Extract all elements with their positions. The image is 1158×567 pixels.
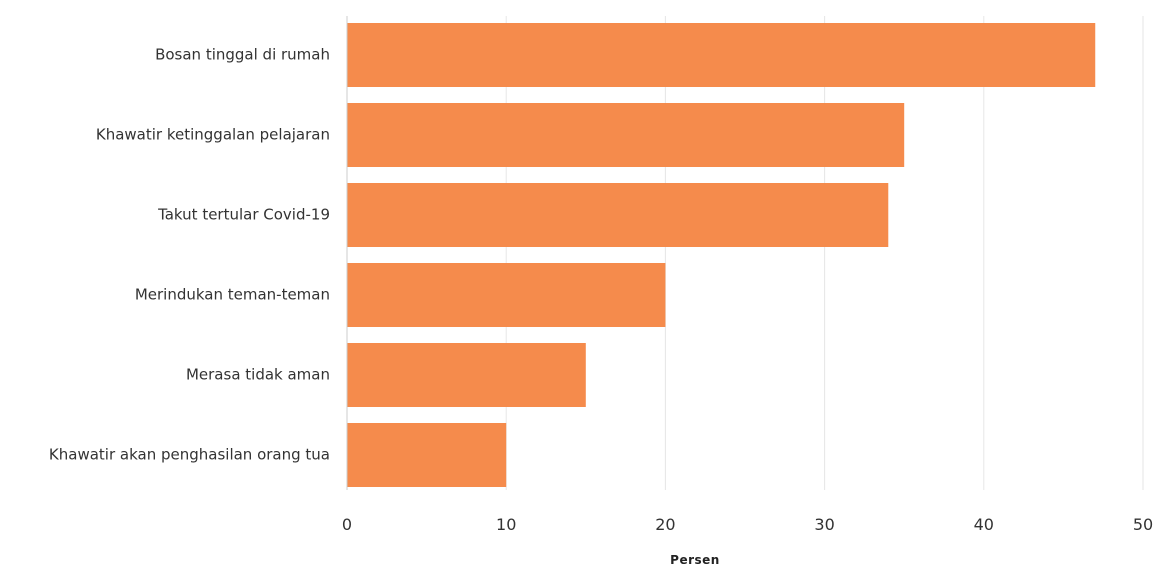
bar [347, 423, 507, 487]
category-label: Takut tertular Covid-19 [157, 206, 330, 224]
grid-lines [505, 16, 1144, 490]
bar [347, 343, 586, 407]
category-labels: Bosan tinggal di rumah Khawatir ketinggal… [49, 46, 330, 464]
category-label: Merasa tidak aman [186, 366, 330, 384]
category-label: Merindukan teman-teman [135, 286, 330, 304]
bars [347, 23, 1096, 487]
x-axis-title: Persen [670, 553, 720, 567]
x-tick-label: 40 [974, 515, 994, 534]
bar [347, 23, 1096, 87]
bar [347, 183, 889, 247]
bar [347, 263, 666, 327]
x-tick-labels: 0 10 20 30 40 50 [342, 515, 1153, 534]
category-label: Khawatir akan penghasilan orang tua [49, 446, 330, 464]
x-tick-label: 50 [1133, 515, 1153, 534]
x-tick-label: 20 [655, 515, 675, 534]
x-tick-label: 30 [814, 515, 834, 534]
x-tick-label: 10 [496, 515, 516, 534]
bar [347, 103, 905, 167]
category-label: Khawatir ketinggalan pelajaran [96, 126, 330, 144]
category-label: Bosan tinggal di rumah [155, 46, 330, 64]
x-tick-label: 0 [342, 515, 352, 534]
